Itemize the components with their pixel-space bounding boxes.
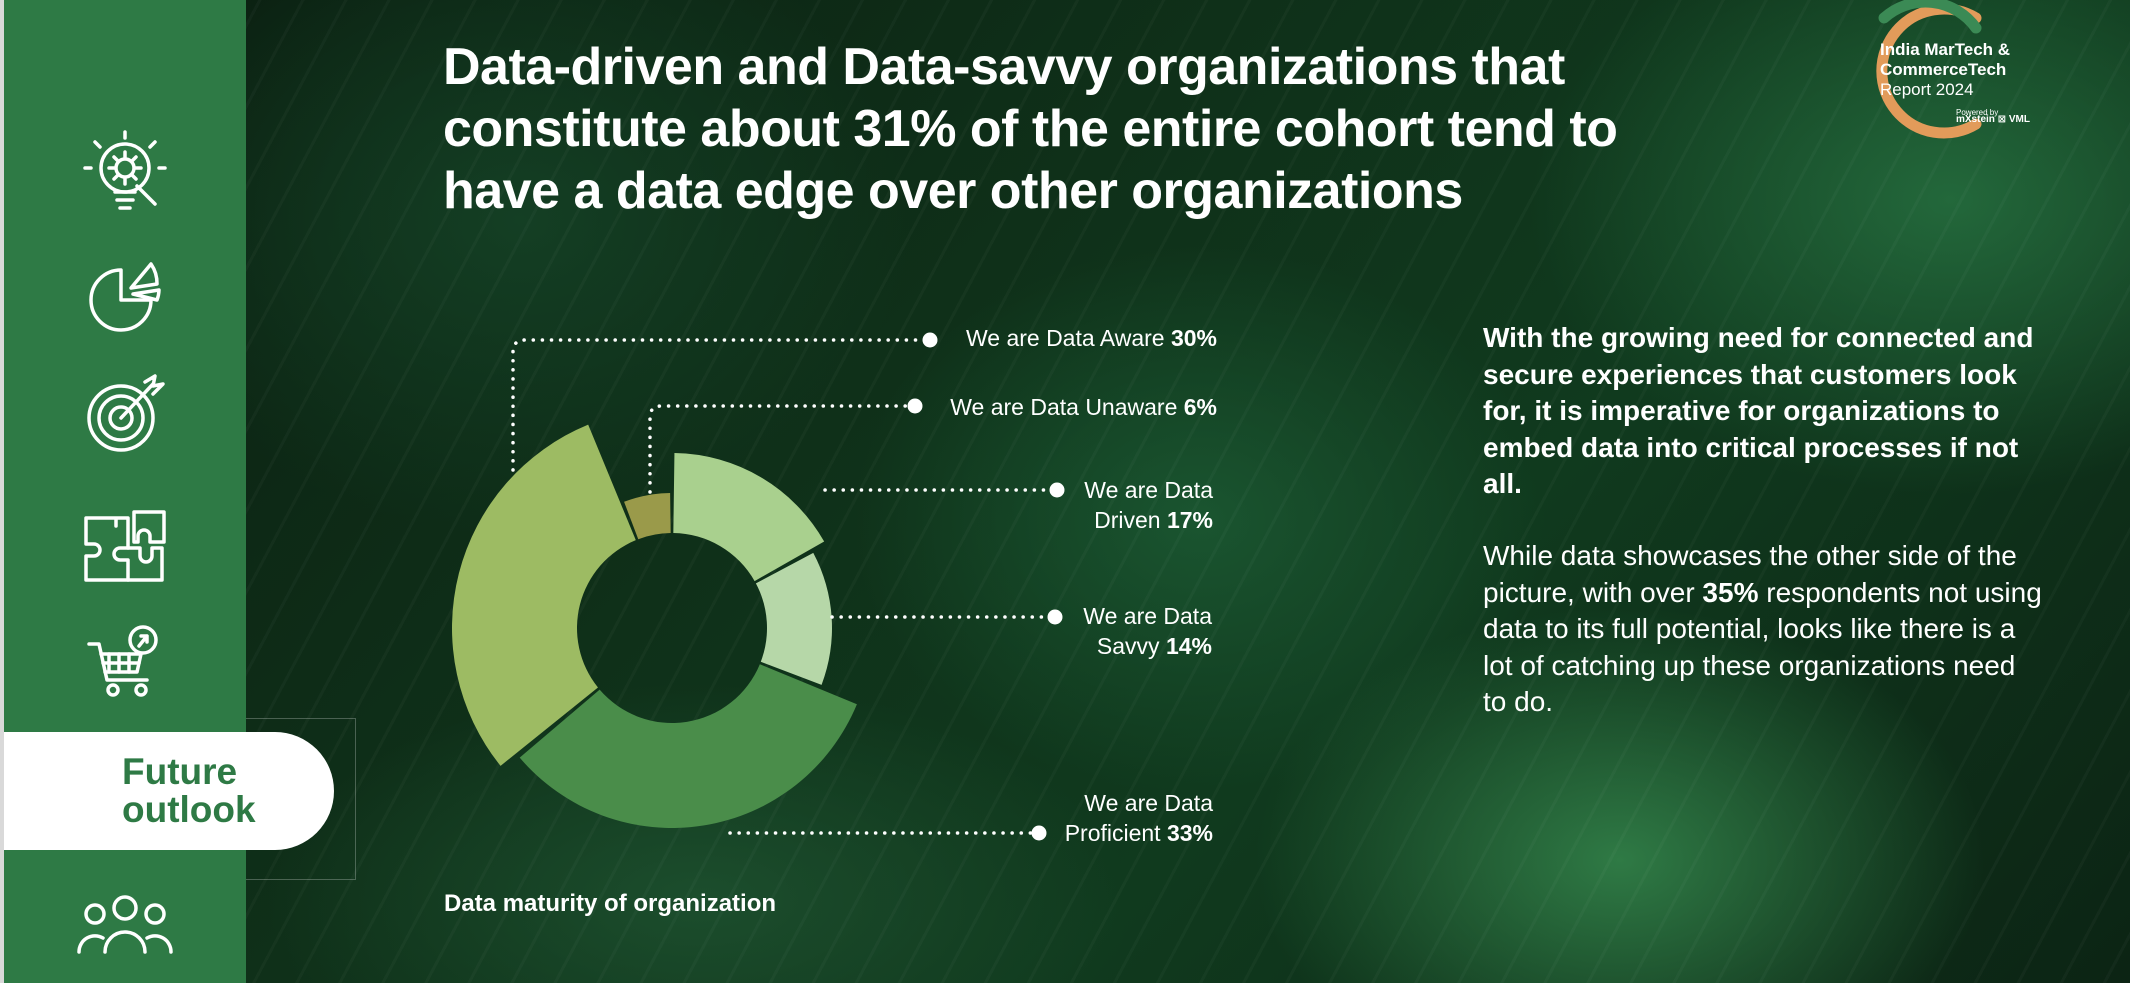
logo-brands: mXstein ⊠ VML [1956,114,2030,125]
chart-title: Data maturity of organization [444,890,777,917]
leader-line-aware [511,338,930,472]
shopping-cart-icon[interactable] [4,624,246,702]
logo-ring-green [1878,0,1982,34]
label-data-proficient: We are Data Proficient 33% [1064,790,1213,846]
label-data-driven: We are Data Driven 17% [1084,477,1213,533]
left-edge [0,0,4,983]
label-data-aware: We are Data Aware 30% [965,325,1217,351]
people-icon[interactable] [4,894,246,956]
leader-lines [511,338,1057,835]
logo-line2: CommerceTech [1880,60,2007,79]
body-paragraph-1: With the growing need for connected and … [1483,322,2034,499]
sidebar-item-future-outlook[interactable]: Future outlook [4,732,334,850]
donut-slice-driven [673,453,825,582]
body-paragraph-2: While data showcases the other side of t… [1483,540,2042,717]
puzzle-icon[interactable] [4,508,246,584]
page-title-part2: of the entire cohort tend to have a data… [443,100,1618,220]
lightbulb-gear-icon[interactable] [4,128,246,220]
page-title: Data-driven and Data-savvy organizations… [443,36,1743,222]
label-data-unaware: We are Data Unaware 6% [950,394,1217,420]
leader-dot-unaware [907,398,923,414]
sidebar-item-label-line1: Future [122,751,238,792]
target-icon[interactable] [4,372,246,456]
leader-dot-savvy [1047,609,1063,625]
page-title-part1: Data-driven and Data-savvy organizations… [443,38,1565,158]
donut-slice-proficient [519,664,857,828]
leader-dot-proficient [1031,825,1047,841]
logo-ring-orange [1876,3,1982,139]
label-data-savvy: We are Data Savvy 14% [1083,603,1212,659]
leader-dots [907,332,1065,841]
logo-line1: India MarTech & [1880,40,2011,59]
logo-powered-by: Powered by [1956,108,1999,117]
donut-slice-savvy [755,552,832,685]
logo-text: India MarTech & CommerceTech Report 2024 [1880,40,2010,100]
sidebar-item-label-line2: outlook [122,789,256,830]
donut-slices [451,424,857,828]
logo-line3: Report 2024 [1880,80,1974,99]
donut-slice-aware [451,424,636,766]
leader-dot-driven [1049,482,1065,498]
leader-dot-aware [922,332,938,348]
active-tab-frame [246,718,356,880]
donut-slice-unaware [624,493,671,540]
page-title-highlight: 31% [853,100,956,158]
report-logo [1876,0,1982,139]
pie-chart-icon[interactable] [4,256,246,336]
